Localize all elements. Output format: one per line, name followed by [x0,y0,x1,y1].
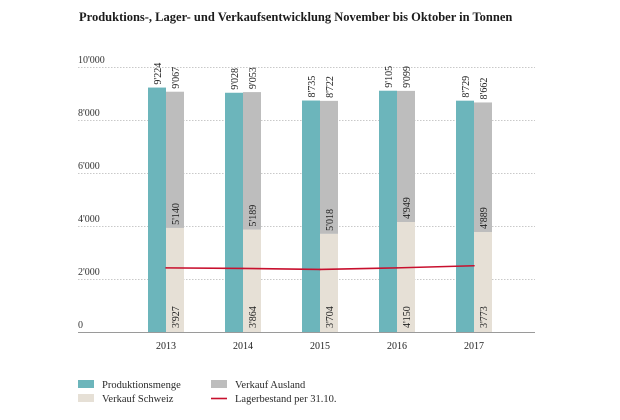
point-lagerbestand [473,264,475,267]
label-verkauf-schweiz: 3'773 [479,306,490,328]
chart-title: Produktions-, Lager- und Verkaufsentwick… [79,10,513,24]
label-verkauf-schweiz: 4'150 [402,306,413,328]
legend-label: Lagerbestand per 31.10. [235,394,336,405]
x-tick-label: 2016 [387,341,407,352]
y-tick-label: 0 [78,320,83,331]
legend: Produktionsmenge Verkauf Ausland Verkauf S… [78,380,336,405]
bar-produktionsmenge [148,87,166,333]
bars [148,87,492,333]
point-lagerbestand [165,267,167,269]
bar-verkauf-ausland [243,92,261,230]
bar-produktionsmenge [456,100,474,332]
label-produktionsmenge: 8'735 [307,76,318,98]
y-tick-label: 6'000 [78,161,100,172]
bar-verkauf-schweiz [243,229,261,332]
label-verkauf-schweiz: 3'704 [325,306,336,328]
y-tick-label: 10'000 [78,55,105,66]
point-lagerbestand [319,268,321,271]
bar-verkauf-ausland [397,90,415,223]
label-verkauf-total: 9'053 [248,67,259,89]
bar-verkauf-schweiz [397,222,415,332]
x-tick-label: 2014 [233,341,253,352]
label-verkauf-ausland: 5'189 [248,205,259,227]
y-tick-label: 8'000 [78,108,100,119]
point-lagerbestand [242,267,244,270]
legend-label: Verkauf Ausland [235,380,306,391]
legend-swatch [211,380,227,388]
y-tick-label: 4'000 [78,214,100,225]
bar-produktionsmenge [225,92,243,333]
legend-swatch [78,380,94,388]
bar-verkauf-ausland [474,102,492,233]
legend-label: Verkauf Schweiz [102,394,174,405]
label-produktionsmenge: 9'224 [153,63,164,85]
y-axis-ticks: 0 2'000 4'000 6'000 8'000 10'000 [78,55,105,331]
bar-verkauf-ausland [320,100,338,234]
bar-verkauf-ausland [166,91,184,228]
label-verkauf-total: 9'067 [171,67,182,89]
y-tick-label: 2'000 [78,267,100,278]
bar-verkauf-schweiz [474,232,492,332]
legend-swatch [78,394,94,402]
bar-produktionsmenge [302,100,320,333]
label-verkauf-total: 9'099 [402,66,413,88]
value-labels: 9'224 9'067 5'140 3'927 9'028 9'053 5'189 3'864… [153,63,490,328]
label-verkauf-ausland: 5'140 [171,203,182,225]
x-tick-label: 2013 [156,341,176,352]
label-verkauf-schweiz: 3'864 [248,306,259,328]
label-verkauf-ausland: 4'949 [402,197,413,219]
point-lagerbestand [396,267,398,269]
label-verkauf-schweiz: 3'927 [171,306,182,328]
label-verkauf-total: 8'722 [325,76,336,98]
legend-label: Produktionsmenge [102,380,181,391]
label-produktionsmenge: 9'028 [230,68,241,90]
label-verkauf-ausland: 4'889 [479,207,490,229]
bar-verkauf-schweiz [320,233,338,332]
label-produktionsmenge: 9'105 [384,66,395,88]
label-produktionsmenge: 8'729 [461,76,472,98]
label-verkauf-ausland: 5'018 [325,209,336,231]
x-axis-ticks: 2013 2014 2015 2016 2017 [156,341,484,352]
label-verkauf-total: 8'662 [479,78,490,100]
stock-line [165,264,475,271]
bar-verkauf-schweiz [166,227,184,332]
x-tick-label: 2015 [310,341,330,352]
bar-produktionsmenge [379,90,397,332]
x-tick-label: 2017 [464,341,484,352]
